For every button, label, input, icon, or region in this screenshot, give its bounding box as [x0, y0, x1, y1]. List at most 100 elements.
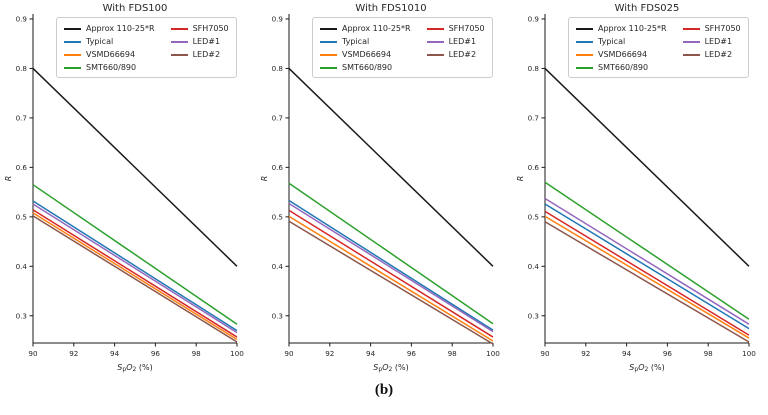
- legend: Approx 110-25*R Typical VSMD66694 SMT660/89…: [568, 17, 749, 78]
- legend-label: Typical: [342, 37, 370, 46]
- legend-item-approx-110-25-r: Approx 110-25*R: [320, 22, 411, 35]
- chart-title: With FDS1010: [355, 3, 426, 14]
- x-tick-label: 100: [230, 349, 244, 358]
- y-tick-label: 0.9: [272, 15, 284, 24]
- x-tick-label: 94: [110, 349, 120, 358]
- legend-item-typical: Typical: [576, 35, 667, 48]
- legend-swatch-led-2: [170, 53, 188, 56]
- legend-label: SMT660/890: [342, 63, 393, 72]
- x-tick-label: 100: [486, 349, 500, 358]
- legend: Approx 110-25*R Typical VSMD66694 SMT660/89…: [312, 17, 493, 78]
- legend-swatch-typical: [576, 40, 593, 43]
- legend-item-vsmd66694: VSMD66694: [576, 48, 667, 61]
- y-tick-label: 0.3: [528, 311, 539, 320]
- legend-label: SMT660/890: [598, 63, 649, 72]
- legend-swatch-sfh7050: [170, 27, 188, 30]
- legend-item-led-1: LED#1: [426, 35, 485, 48]
- legend-item-approx-110-25-r: Approx 110-25*R: [64, 22, 155, 35]
- series-line-typical: [32, 200, 238, 332]
- legend-swatch-smt660-890: [64, 66, 81, 69]
- x-axis-label: SpO2 (%): [117, 363, 152, 373]
- legend-swatch-vsmd66694: [320, 53, 337, 56]
- series-line-led-2: [288, 220, 494, 345]
- y-tick-label: 0.5: [16, 212, 27, 221]
- legend-label: VSMD66694: [342, 50, 392, 59]
- x-tick-label: 92: [69, 349, 78, 358]
- legend-item-led-1: LED#1: [682, 35, 741, 48]
- series-line-vsmd66694: [544, 215, 750, 339]
- legend-label: LED#1: [192, 37, 221, 46]
- legend-column: SFH7050 LED#1 LED#2: [426, 22, 485, 74]
- legend-item-sfh7050: SFH7050: [426, 22, 485, 35]
- legend-swatch-led-2: [682, 53, 700, 56]
- y-tick-label: 0.7: [528, 113, 539, 122]
- legend-swatch-typical: [320, 40, 337, 43]
- legend-item-sfh7050: SFH7050: [170, 22, 229, 35]
- legend-swatch-sfh7050: [682, 27, 700, 30]
- chart-with-fds1010: With FDS1010 90 92 94 96 98 100 0.3 0.4 0.5 0.6 0.7…: [256, 0, 512, 374]
- legend-swatch-vsmd66694: [576, 53, 593, 56]
- legend-item-led-2: LED#2: [426, 48, 485, 61]
- legend-column: Approx 110-25*R Typical VSMD66694 SMT660/89…: [320, 22, 411, 74]
- legend-label: LED#2: [448, 50, 477, 59]
- y-tick-label: 0.8: [528, 64, 540, 73]
- plot-canvas: With FDS100 90 92 94 96 98 100 0.3 0.4 0.5 0.6 0.7 0…: [4, 3, 244, 373]
- series-line-typical: [544, 203, 750, 330]
- chart-title: With FDS025: [615, 3, 680, 14]
- series-line-led-2: [544, 221, 750, 343]
- x-tick-label: 96: [663, 349, 673, 358]
- legend-label: Approx 110-25*R: [86, 24, 155, 33]
- x-tick-label: 92: [581, 349, 590, 358]
- legend-item-smt660-890: SMT660/890: [320, 61, 411, 74]
- y-tick-label: 0.3: [272, 311, 283, 320]
- chart-title: With FDS100: [103, 3, 168, 14]
- series-line-led-2: [32, 215, 238, 343]
- x-tick-label: 90: [28, 349, 38, 358]
- legend-label: Typical: [598, 37, 626, 46]
- y-axis-label: R: [4, 176, 13, 182]
- series-line-approx-110-25-r: [32, 67, 238, 267]
- plot-canvas: With FDS025 90 92 94 96 98 100 0.3 0.4 0.5 0.6 0.7 0…: [516, 3, 756, 373]
- x-tick-label: 96: [151, 349, 161, 358]
- y-tick-label: 0.4: [16, 262, 28, 271]
- x-tick-label: 96: [407, 349, 417, 358]
- x-tick-label: 90: [540, 349, 550, 358]
- legend: Approx 110-25*R Typical VSMD66694 SMT660/89…: [56, 17, 237, 78]
- y-tick-label: 0.5: [528, 212, 539, 221]
- x-tick-label: 94: [622, 349, 632, 358]
- legend-item-approx-110-25-r: Approx 110-25*R: [576, 22, 667, 35]
- legend-item-smt660-890: SMT660/890: [64, 61, 155, 74]
- series-line-led-1: [32, 203, 238, 334]
- y-tick-label: 0.8: [272, 64, 284, 73]
- legend-swatch-approx-110-25-r: [320, 27, 337, 30]
- legend-label: SFH7050: [192, 24, 229, 33]
- x-axis-label: SpO2 (%): [373, 363, 408, 373]
- y-tick-label: 0.3: [16, 311, 27, 320]
- legend-label: LED#2: [704, 50, 733, 59]
- legend-swatch-led-1: [682, 40, 700, 43]
- series-line-led-1: [288, 202, 494, 333]
- series-line-smt660-890: [288, 182, 494, 325]
- legend-column: Approx 110-25*R Typical VSMD66694 SMT660/89…: [576, 22, 667, 74]
- y-tick-label: 0.5: [272, 212, 283, 221]
- x-tick-label: 90: [284, 349, 294, 358]
- series-line-approx-110-25-r: [288, 67, 494, 267]
- chart-with-fds100: With FDS100 90 92 94 96 98 100 0.3 0.4 0.5 0.6 0.7 0…: [0, 0, 256, 374]
- legend-label: VSMD66694: [598, 50, 648, 59]
- series-line-vsmd66694: [288, 215, 494, 342]
- legend-swatch-smt660-890: [576, 66, 593, 69]
- legend-label: LED#1: [704, 37, 733, 46]
- x-tick-label: 98: [192, 349, 202, 358]
- y-axis-label: R: [260, 176, 269, 182]
- legend-swatch-led-1: [170, 40, 188, 43]
- y-tick-label: 0.9: [16, 15, 28, 24]
- legend-label: Typical: [86, 37, 114, 46]
- legend-swatch-approx-110-25-r: [64, 27, 81, 30]
- legend-column: SFH7050 LED#1 LED#2: [682, 22, 741, 74]
- figure-caption: (b): [374, 382, 394, 398]
- legend-swatch-typical: [64, 40, 81, 43]
- series-line-typical: [288, 199, 494, 331]
- legend-item-led-2: LED#2: [682, 48, 741, 61]
- x-tick-label: 98: [704, 349, 714, 358]
